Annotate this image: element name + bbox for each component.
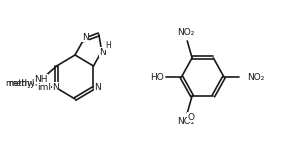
- Text: NO₂: NO₂: [178, 28, 195, 38]
- Text: N: N: [94, 83, 101, 93]
- Text: methyl: methyl: [8, 80, 37, 89]
- Text: NO₂: NO₂: [178, 117, 195, 126]
- Text: methyl: methyl: [5, 80, 34, 89]
- Text: N: N: [52, 83, 59, 91]
- Text: O: O: [188, 113, 195, 121]
- Text: NO₂: NO₂: [247, 73, 265, 82]
- Text: NH: NH: [34, 75, 48, 83]
- Text: N: N: [99, 48, 106, 57]
- Text: HO: HO: [150, 73, 164, 82]
- Text: H: H: [106, 41, 112, 50]
- Text: iml: iml: [37, 83, 51, 93]
- Text: N: N: [82, 33, 89, 42]
